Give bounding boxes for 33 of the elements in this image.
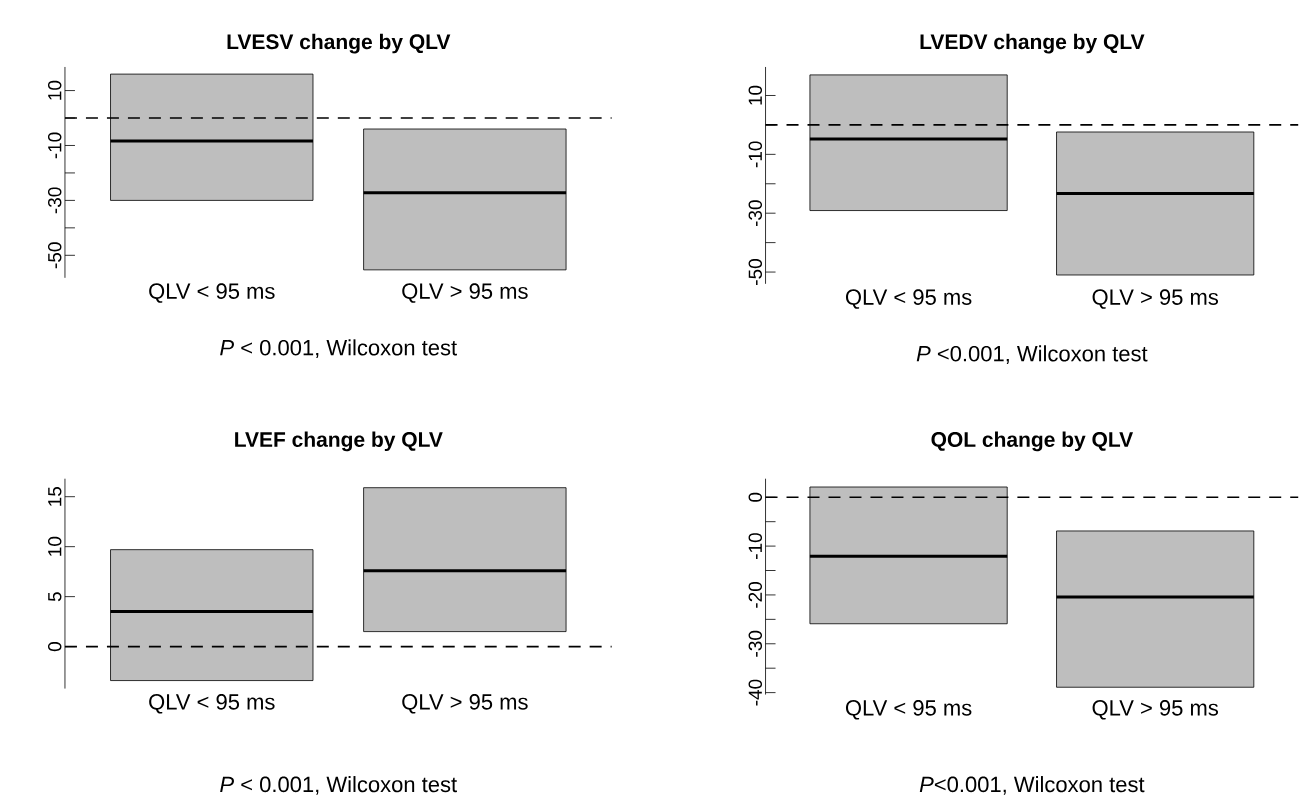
text: P < 0.001, Wilcoxon test xyxy=(220,339,457,358)
y-tick-label: -20 xyxy=(748,581,763,608)
text: P <0.001, Wilcoxon test xyxy=(916,345,1148,364)
y-tick-label: -10 xyxy=(748,533,763,559)
chart-title: LVEDV change by QLV xyxy=(920,33,1145,54)
y-tick-label: 10 xyxy=(47,80,62,100)
y-tick-label: -40 xyxy=(748,679,763,706)
y-tick-label: -30 xyxy=(748,630,763,657)
y-tick-label: -50 xyxy=(47,242,62,269)
chart-title: LVESV change by QLV xyxy=(227,33,451,54)
x-tick-label: QLV > 95 ms xyxy=(1092,700,1219,720)
y-tick-label: -50 xyxy=(748,259,763,285)
chart-title: LVEF change by QLV xyxy=(235,431,443,452)
x-tick-label: QLV > 95 ms xyxy=(402,283,528,303)
y-tick-label: 0 xyxy=(47,642,62,652)
chart-title: QOL change by QLV xyxy=(931,431,1134,452)
y-tick-label: 10 xyxy=(748,85,763,105)
x-tick-label: QLV > 95 ms xyxy=(402,694,528,714)
x-tick-label: QLV < 95 ms xyxy=(845,700,972,720)
y-tick-label: 5 xyxy=(48,592,62,602)
y-tick-label: -30 xyxy=(748,200,763,227)
text: P < 0.001, Wilcoxon test xyxy=(220,775,457,795)
y-tick-label: 15 xyxy=(48,486,62,506)
x-tick-label: QLV < 95 ms xyxy=(149,694,275,714)
x-tick-label: QLV > 95 ms xyxy=(1092,289,1219,309)
y-tick-label: -10 xyxy=(47,132,62,159)
y-tick-label: 10 xyxy=(47,536,62,556)
y-tick-label: 0 xyxy=(748,492,763,502)
y-tick-label: -30 xyxy=(47,187,62,214)
text: P<0.001, Wilcoxon test xyxy=(919,775,1145,795)
x-tick-label: QLV < 95 ms xyxy=(149,283,275,303)
y-tick-label: -10 xyxy=(748,141,763,168)
x-tick-label: QLV < 95 ms xyxy=(845,289,972,309)
